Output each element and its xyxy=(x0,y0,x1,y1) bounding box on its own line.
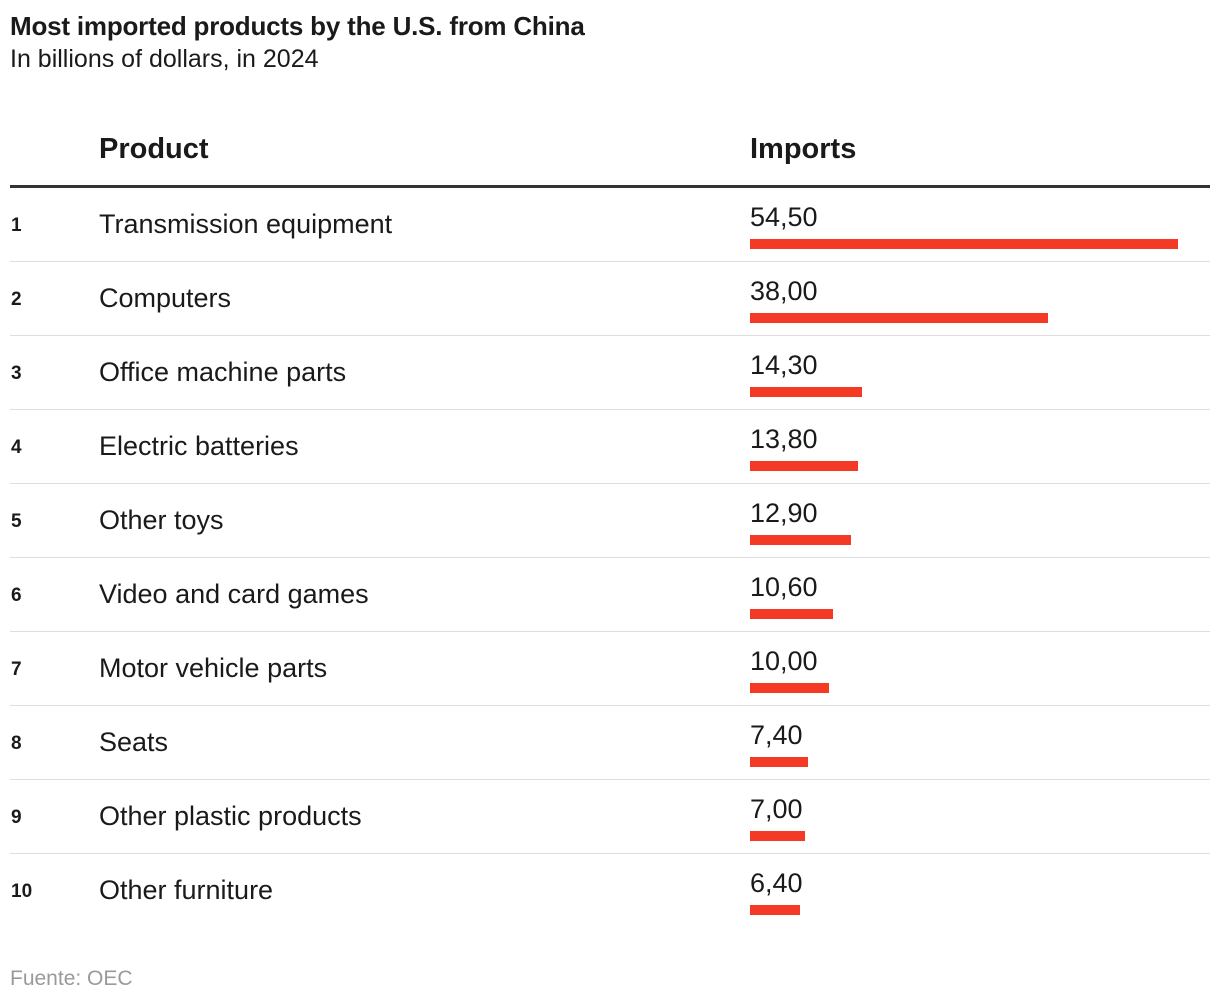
row-rank: 5 xyxy=(11,511,22,532)
imports-bar xyxy=(750,535,851,545)
row-rank: 1 xyxy=(11,215,22,236)
chart-title: Most imported products by the U.S. from … xyxy=(10,11,585,41)
table-header: Product Imports xyxy=(10,118,1210,188)
row-product-name: Seats xyxy=(99,727,169,757)
row-product-name: Motor vehicle parts xyxy=(99,653,328,683)
row-product-name: Transmission equipment xyxy=(99,209,393,239)
row-rank: 6 xyxy=(11,585,22,606)
column-header-imports: Imports xyxy=(750,133,857,165)
row-rank: 2 xyxy=(11,289,22,310)
row-rank: 10 xyxy=(11,881,33,902)
table-row: 2 Computers 38,00 xyxy=(10,262,1210,336)
row-product-name: Office machine parts xyxy=(99,357,347,387)
table-row: 6 Video and card games 10,60 xyxy=(10,558,1210,632)
row-value-label: 13,80 xyxy=(750,424,818,454)
row-rank: 8 xyxy=(11,733,22,754)
imports-bar xyxy=(750,905,800,915)
row-value-label: 6,40 xyxy=(750,868,803,898)
row-rank: 7 xyxy=(11,659,22,680)
imports-bar xyxy=(750,239,1178,249)
imports-bar xyxy=(750,387,862,397)
table-row: 8 Seats 7,40 xyxy=(10,706,1210,780)
row-value-label: 10,00 xyxy=(750,646,818,676)
row-value-label: 54,50 xyxy=(750,202,818,232)
table-row: 9 Other plastic products 7,00 xyxy=(10,780,1210,854)
imports-bar xyxy=(750,757,808,767)
imports-bar xyxy=(750,461,858,471)
row-value-label: 12,90 xyxy=(750,498,818,528)
table-row: 7 Motor vehicle parts 10,00 xyxy=(10,632,1210,706)
chart-subtitle: In billions of dollars, in 2024 xyxy=(10,45,319,73)
imports-bar xyxy=(750,609,833,619)
row-product-name: Other toys xyxy=(99,505,224,535)
table-body: 1 Transmission equipment 54,50 2 Computers 38… xyxy=(10,188,1210,927)
source-note: Fuente: OEC xyxy=(10,967,133,990)
row-value-label: 14,30 xyxy=(750,350,818,380)
row-value-label: 10,60 xyxy=(750,572,818,602)
table-row: 5 Other toys 12,90 xyxy=(10,484,1210,558)
imports-bar xyxy=(750,313,1048,323)
row-product-name: Other furniture xyxy=(99,875,274,905)
imports-bar xyxy=(750,831,805,841)
row-product-name: Video and card games xyxy=(99,579,369,609)
row-value-label: 7,00 xyxy=(750,794,803,824)
imports-table: Product Imports 1 Transmission equipment 5… xyxy=(10,118,1210,927)
row-rank: 3 xyxy=(11,363,22,384)
row-product-name: Other plastic products xyxy=(99,801,362,831)
row-rank: 9 xyxy=(11,807,22,828)
row-product-name: Computers xyxy=(99,283,232,313)
table-row: 4 Electric batteries 13,80 xyxy=(10,410,1210,484)
imports-bar xyxy=(750,683,829,693)
row-value-label: 38,00 xyxy=(750,276,818,306)
row-rank: 4 xyxy=(11,437,22,458)
table-row: 1 Transmission equipment 54,50 xyxy=(10,188,1210,262)
row-value-label: 7,40 xyxy=(750,720,803,750)
column-header-product: Product xyxy=(99,133,209,165)
table-row: 3 Office machine parts 14,30 xyxy=(10,336,1210,410)
table-row: 10 Other furniture 6,40 xyxy=(10,854,1210,927)
row-product-name: Electric batteries xyxy=(99,431,299,461)
